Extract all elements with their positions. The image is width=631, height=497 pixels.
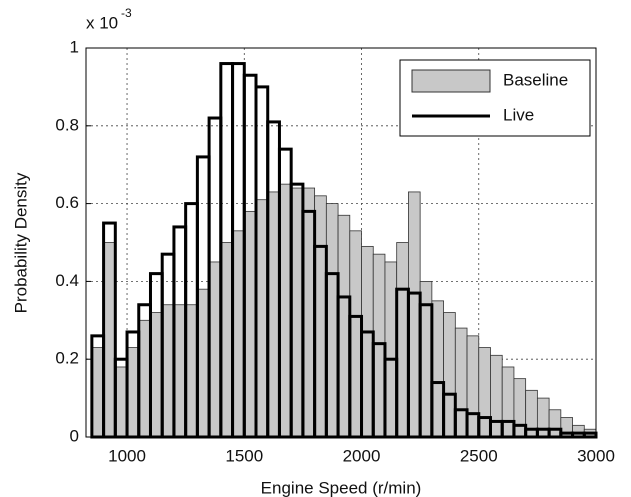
x-tick-label: 1000 (108, 446, 146, 465)
bar (185, 304, 198, 438)
bar (431, 300, 444, 438)
bar (572, 424, 585, 438)
y-tick-label: 0.4 (55, 271, 79, 290)
y-tick-label: 0.2 (55, 349, 79, 368)
bar (372, 253, 386, 438)
bar (126, 347, 140, 438)
bar (255, 199, 269, 438)
x-tick-label: 1500 (225, 446, 263, 465)
bar (349, 230, 362, 438)
bar (302, 187, 316, 438)
bar (220, 242, 233, 438)
bar (325, 203, 339, 438)
bar (443, 312, 456, 438)
bar (490, 354, 503, 438)
bar (466, 335, 480, 438)
bar (478, 347, 491, 438)
bar (138, 319, 151, 438)
plot-frame (85, 47, 597, 438)
y-tick-label: 0 (70, 426, 79, 445)
bar (208, 261, 222, 438)
bar (114, 366, 128, 438)
bar (91, 347, 104, 438)
legend-label: Live (503, 105, 534, 124)
bar (361, 245, 374, 438)
x-tick-label: 2500 (460, 446, 498, 465)
bar (103, 242, 116, 438)
y-multiplier-exponent: -3 (121, 6, 132, 20)
bar (384, 261, 398, 438)
y-tick-label: 1 (70, 37, 79, 56)
bar (290, 187, 304, 438)
bar (501, 366, 515, 438)
y-tick-label: 0.6 (55, 193, 79, 212)
bar (337, 214, 351, 438)
x-tick-label: 2000 (343, 446, 381, 465)
bar (173, 304, 187, 438)
bar (232, 230, 245, 438)
y-multiplier: x 10 (86, 13, 118, 32)
legend-swatch (411, 69, 491, 93)
bar (536, 397, 550, 438)
bar (314, 195, 327, 438)
bar (396, 242, 409, 438)
bar (454, 327, 468, 438)
bar (548, 409, 562, 438)
legend-label: Baseline (503, 70, 568, 89)
bar (408, 191, 421, 438)
bar (150, 312, 163, 438)
bar (196, 288, 210, 438)
y-axis-label: Probability Density (11, 172, 30, 313)
bar (243, 210, 257, 438)
bar (161, 304, 175, 438)
y-tick-label: 0.8 (55, 115, 79, 134)
bar (513, 378, 527, 438)
x-tick-label: 3000 (577, 446, 615, 465)
bar (279, 183, 292, 438)
bar (267, 191, 280, 438)
x-axis-label: Engine Speed (r/min) (261, 478, 422, 497)
